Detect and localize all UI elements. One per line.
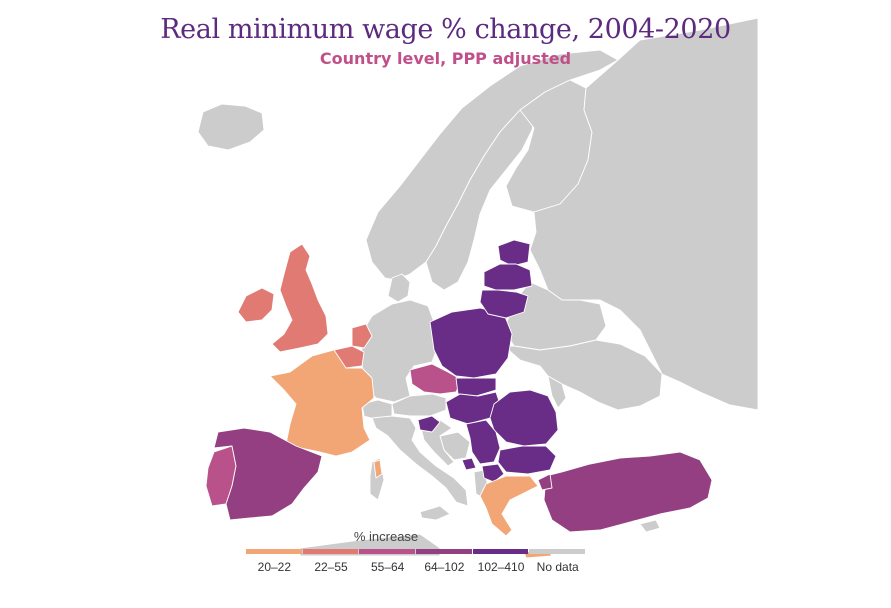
country-sicily bbox=[419, 505, 451, 521]
legend: % increase 20–22 22–55 55–64 64–102 102–… bbox=[246, 529, 586, 574]
country-ireland bbox=[237, 287, 275, 323]
country-netherlands bbox=[351, 323, 373, 349]
country-greece bbox=[479, 475, 539, 537]
country-estonia bbox=[497, 239, 531, 267]
country-bulgaria bbox=[497, 445, 557, 475]
legend-title: % increase bbox=[353, 529, 419, 544]
legend-swatch-20-22 bbox=[246, 549, 302, 554]
country-corsica bbox=[373, 459, 383, 479]
country-serbia bbox=[465, 419, 501, 465]
country-austria bbox=[391, 393, 447, 417]
country-moldova bbox=[547, 375, 567, 409]
country-sweden bbox=[425, 107, 537, 291]
country-turkey-thrace bbox=[537, 473, 553, 491]
map-title: Real minimum wage % change, 2004-2020 bbox=[160, 14, 731, 45]
country-united-kingdom bbox=[271, 243, 329, 353]
legend-swatch-102-410 bbox=[472, 549, 529, 554]
country-iceland bbox=[197, 103, 265, 151]
country-lithuania bbox=[479, 289, 529, 319]
legend-swatch-no-data bbox=[529, 549, 586, 554]
country-north-macedonia bbox=[481, 463, 505, 483]
country-cyprus bbox=[639, 519, 661, 533]
legend-label-102-410: 102–410 bbox=[477, 560, 525, 574]
country-russia bbox=[529, 17, 759, 411]
country-romania bbox=[489, 389, 559, 447]
country-latvia bbox=[483, 263, 533, 291]
country-slovakia bbox=[455, 377, 497, 397]
country-turkey bbox=[543, 451, 713, 533]
country-czechia bbox=[409, 363, 463, 395]
legend-label-55-64: 55–64 bbox=[370, 560, 405, 574]
country-spain bbox=[213, 427, 323, 521]
country-france bbox=[269, 349, 375, 457]
legend-swatch-55-64 bbox=[359, 549, 416, 554]
legend-label-64-102: 64–102 bbox=[424, 560, 465, 574]
legend-label-20-22: 20–22 bbox=[257, 560, 292, 574]
legend-label-22-55: 22–55 bbox=[314, 560, 348, 574]
legend-swatch-64-102 bbox=[416, 549, 472, 554]
legend-label-no-data: No data bbox=[536, 560, 579, 574]
country-italy bbox=[371, 415, 469, 507]
legend-labels: 20–22 22–55 55–64 64–102 102–410 No data bbox=[246, 560, 586, 574]
country-ukraine bbox=[503, 339, 663, 411]
legend-bar bbox=[246, 549, 586, 554]
country-denmark bbox=[387, 273, 411, 303]
legend-swatch-22-55 bbox=[302, 549, 359, 554]
country-montenegro bbox=[461, 457, 477, 471]
country-poland bbox=[429, 307, 513, 379]
map-subtitle: Country level, PPP adjusted bbox=[319, 49, 572, 68]
country-slovenia bbox=[417, 415, 441, 433]
